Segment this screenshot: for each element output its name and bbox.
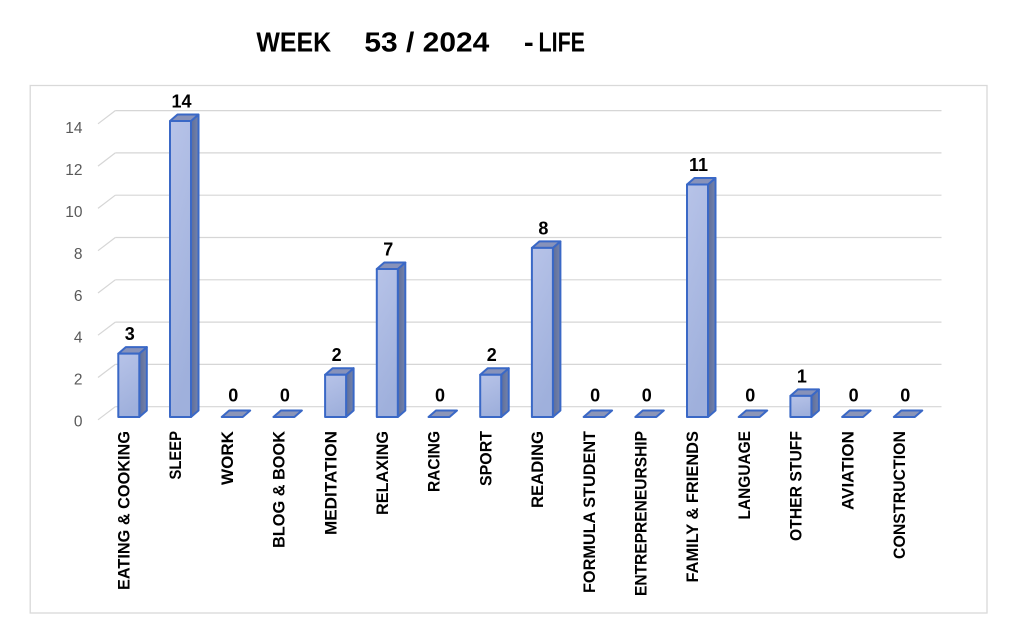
svg-text:0: 0 xyxy=(642,386,652,406)
svg-text:BLOG & BOOK: BLOG & BOOK xyxy=(270,430,289,548)
svg-text:SPORT: SPORT xyxy=(476,430,495,486)
svg-text:LANGUAGE: LANGUAGE xyxy=(735,431,754,520)
svg-text:LIFE: LIFE xyxy=(539,26,586,57)
svg-text:-: - xyxy=(524,26,534,57)
svg-text:OTHER STUFF: OTHER STUFF xyxy=(787,431,806,541)
svg-text:RACING: RACING xyxy=(425,431,444,492)
svg-text:0: 0 xyxy=(228,386,238,406)
svg-text:0: 0 xyxy=(745,386,755,406)
svg-text:3: 3 xyxy=(125,324,135,344)
svg-text:RELAXING: RELAXING xyxy=(373,431,392,515)
svg-text:WEEK: WEEK xyxy=(256,26,331,57)
svg-text:MEDITATION: MEDITATION xyxy=(321,431,340,535)
svg-text:8: 8 xyxy=(74,246,83,263)
svg-text:AVIATION: AVIATION xyxy=(838,431,857,510)
svg-text:6: 6 xyxy=(74,288,83,305)
svg-text:0: 0 xyxy=(435,386,445,406)
svg-text:WORK: WORK xyxy=(218,430,237,485)
svg-text:2: 2 xyxy=(487,345,497,365)
svg-text:8: 8 xyxy=(538,218,548,238)
svg-text:ENTREPRENEURSHIP: ENTREPRENEURSHIP xyxy=(632,431,651,596)
svg-text:12: 12 xyxy=(65,162,82,179)
svg-text:0: 0 xyxy=(280,386,290,406)
svg-text:14: 14 xyxy=(65,120,83,137)
svg-text:10: 10 xyxy=(65,204,83,221)
svg-text:READING: READING xyxy=(528,431,547,508)
svg-text:CONSTRUCTION: CONSTRUCTION xyxy=(890,431,909,559)
svg-text:4: 4 xyxy=(74,330,83,347)
svg-text:53 / 2024: 53 / 2024 xyxy=(364,26,489,57)
svg-text:FORMULA STUDENT: FORMULA STUDENT xyxy=(580,430,599,593)
svg-text:0: 0 xyxy=(74,414,83,431)
svg-text:11: 11 xyxy=(689,155,708,175)
svg-text:0: 0 xyxy=(849,386,859,406)
svg-text:1: 1 xyxy=(797,366,807,386)
svg-text:0: 0 xyxy=(590,386,600,406)
svg-text:0: 0 xyxy=(900,386,910,406)
svg-text:SLEEP: SLEEP xyxy=(166,431,185,480)
svg-text:7: 7 xyxy=(383,240,393,260)
svg-text:FAMILY & FRIENDS: FAMILY & FRIENDS xyxy=(683,431,702,583)
svg-text:14: 14 xyxy=(171,92,191,112)
svg-text:2: 2 xyxy=(332,345,342,365)
svg-text:EATING & COOKING: EATING & COOKING xyxy=(115,431,134,590)
svg-text:2: 2 xyxy=(74,372,83,389)
